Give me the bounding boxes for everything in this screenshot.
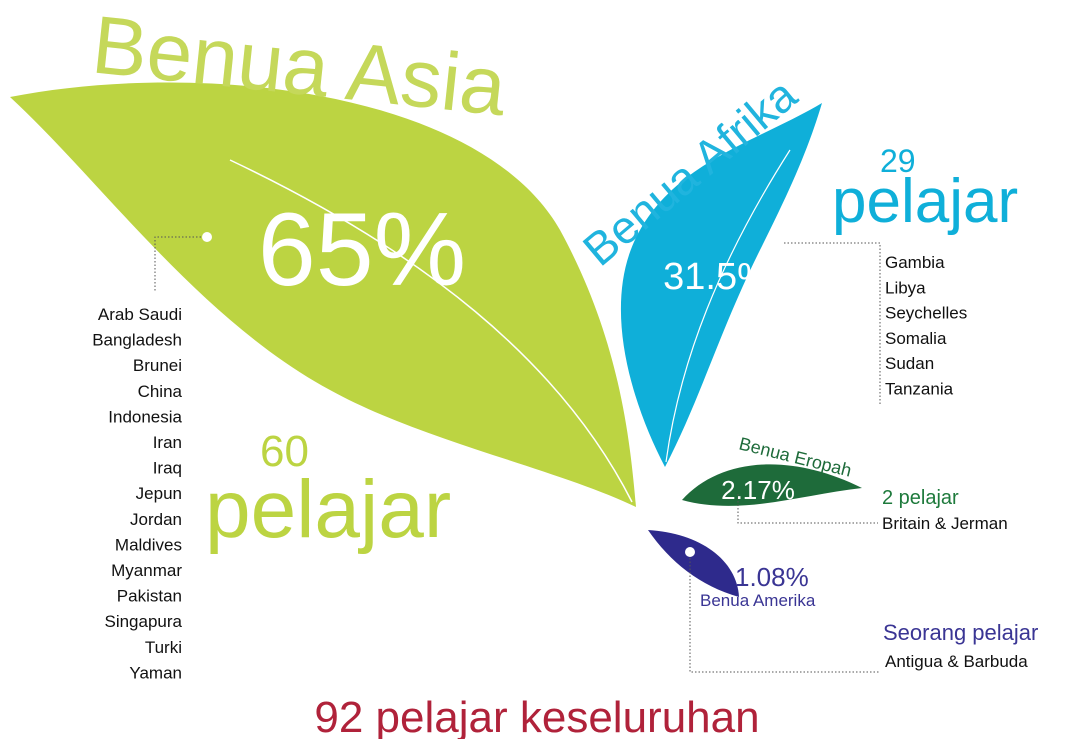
country: China (138, 382, 183, 401)
country: Maldives (115, 535, 182, 554)
country: Yaman (129, 663, 182, 682)
africa-connector (784, 243, 880, 405)
region-percent: 1.08% (735, 562, 809, 592)
country: Iran (153, 433, 182, 452)
country: Indonesia (108, 407, 182, 426)
country-list: Gambia Libya Seychelles Somalia Sudan Tanzani… (885, 253, 967, 399)
region-percent: 2.17% (721, 475, 795, 505)
country: Jepun (136, 484, 182, 503)
region-unit: pelajar (205, 464, 451, 555)
country: Somalia (885, 329, 947, 348)
country: Gambia (885, 253, 945, 272)
country: Turki (145, 638, 182, 657)
country: Bangladesh (92, 331, 182, 350)
country: Jordan (130, 510, 182, 529)
infographic: Benua Asia 65% 60 pelajar Arab SaudiBang… (0, 0, 1075, 739)
country: Antigua & Barbuda (885, 652, 1028, 671)
region-percent: 31.5% (663, 256, 771, 298)
america-leaf (648, 530, 739, 597)
region-percent: 65% (258, 192, 466, 308)
country: Sudan (885, 354, 934, 373)
country: Arab Saudi (98, 305, 182, 324)
country-list: Antigua & Barbuda (885, 652, 1028, 671)
region-count: 2 pelajar (882, 487, 959, 509)
region-unit: pelajar (832, 167, 1018, 236)
africa-dot (773, 238, 783, 248)
country: Brunei (133, 356, 182, 375)
country: Iraq (153, 459, 182, 478)
america-dot (685, 547, 695, 557)
country: Britain & Jerman (882, 514, 1008, 533)
total: 92 pelajar keseluruhan (314, 693, 759, 739)
country-list: Britain & Jerman (882, 514, 1008, 533)
country: Pakistan (117, 587, 182, 606)
country-list: Arab Saudi Bangladesh Brunei China Indonesia… (92, 305, 182, 682)
country: Seychelles (885, 304, 967, 323)
region-count: Seorang pelajar (883, 620, 1038, 645)
country: Myanmar (111, 561, 182, 580)
country: Libya (885, 278, 926, 297)
asia-dot (202, 232, 212, 242)
country: Tanzania (885, 380, 954, 399)
country: Singapura (104, 612, 182, 631)
region-name: Benua Amerika (700, 591, 816, 610)
